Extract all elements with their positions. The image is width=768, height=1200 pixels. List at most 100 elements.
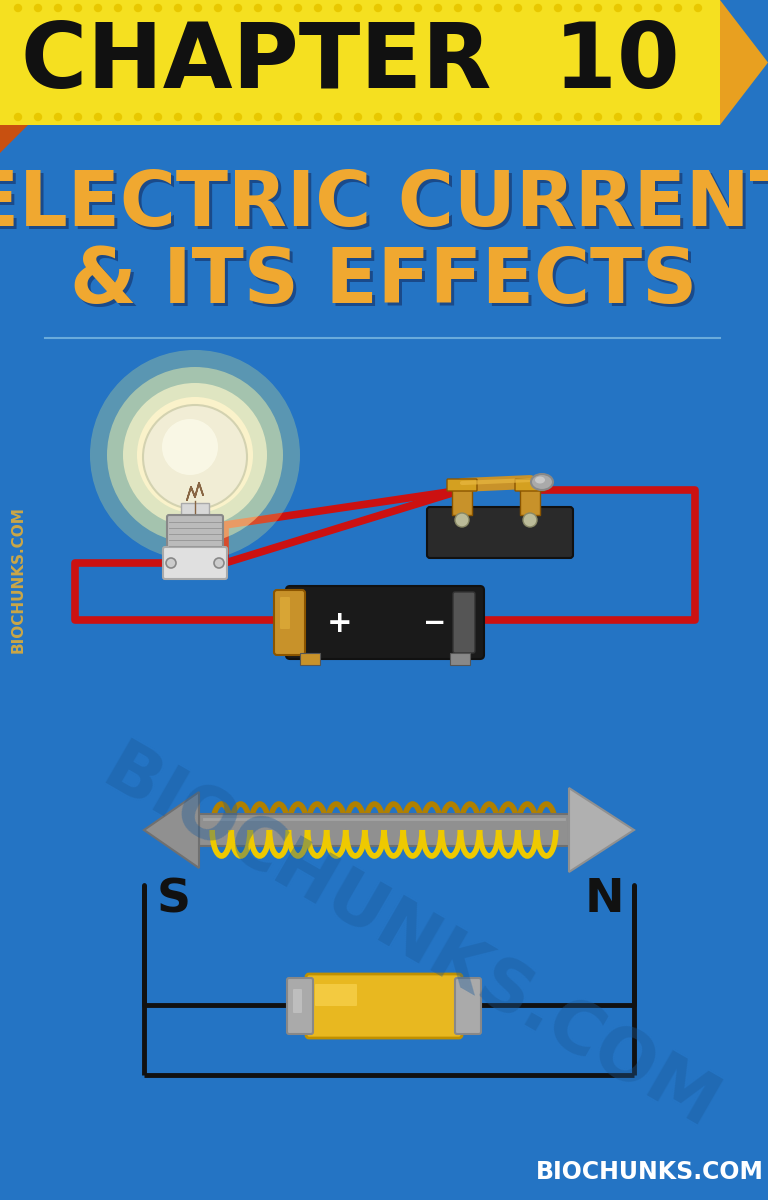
Circle shape <box>94 5 101 12</box>
Circle shape <box>162 419 218 475</box>
Circle shape <box>455 514 469 527</box>
FancyBboxPatch shape <box>167 515 223 554</box>
Circle shape <box>174 5 181 12</box>
Circle shape <box>107 367 283 542</box>
FancyBboxPatch shape <box>306 974 462 1038</box>
Circle shape <box>114 114 121 120</box>
Circle shape <box>194 114 201 120</box>
Circle shape <box>515 5 521 12</box>
FancyBboxPatch shape <box>293 989 302 1013</box>
Circle shape <box>355 5 362 12</box>
Circle shape <box>35 114 41 120</box>
Circle shape <box>694 114 701 120</box>
Circle shape <box>154 5 161 12</box>
Circle shape <box>335 5 342 12</box>
Circle shape <box>15 5 22 12</box>
Circle shape <box>355 114 362 120</box>
Circle shape <box>254 5 261 12</box>
Circle shape <box>214 5 221 12</box>
FancyBboxPatch shape <box>515 479 545 491</box>
Circle shape <box>435 114 442 120</box>
Circle shape <box>395 5 402 12</box>
Text: BIOCHUNKS.COM: BIOCHUNKS.COM <box>536 1160 764 1184</box>
Circle shape <box>674 114 681 120</box>
Polygon shape <box>720 0 768 125</box>
Circle shape <box>574 114 581 120</box>
Circle shape <box>554 114 561 120</box>
FancyBboxPatch shape <box>427 506 573 558</box>
Circle shape <box>535 5 541 12</box>
Circle shape <box>594 114 601 120</box>
Circle shape <box>55 114 61 120</box>
Circle shape <box>495 5 502 12</box>
Circle shape <box>114 5 121 12</box>
FancyBboxPatch shape <box>287 978 313 1034</box>
FancyBboxPatch shape <box>286 586 484 659</box>
FancyBboxPatch shape <box>300 653 320 665</box>
Circle shape <box>315 5 322 12</box>
Text: S: S <box>157 877 191 923</box>
Circle shape <box>254 114 261 120</box>
FancyBboxPatch shape <box>455 978 481 1034</box>
FancyBboxPatch shape <box>181 503 209 518</box>
Circle shape <box>455 114 462 120</box>
Polygon shape <box>569 788 634 872</box>
Circle shape <box>90 350 300 560</box>
Circle shape <box>614 5 621 12</box>
Text: BIOCHUNKS.COM: BIOCHUNKS.COM <box>91 736 730 1145</box>
Circle shape <box>614 114 621 120</box>
Circle shape <box>515 114 521 120</box>
FancyBboxPatch shape <box>447 479 477 491</box>
Circle shape <box>137 397 253 514</box>
FancyBboxPatch shape <box>280 596 290 629</box>
FancyBboxPatch shape <box>315 984 357 1006</box>
FancyBboxPatch shape <box>163 547 227 578</box>
Circle shape <box>134 5 141 12</box>
Circle shape <box>143 404 247 509</box>
Ellipse shape <box>535 476 545 484</box>
Circle shape <box>234 114 241 120</box>
Circle shape <box>274 5 282 12</box>
Circle shape <box>495 114 502 120</box>
Circle shape <box>214 558 224 568</box>
Circle shape <box>174 114 181 120</box>
Text: −: − <box>423 608 447 637</box>
Circle shape <box>194 5 201 12</box>
Circle shape <box>455 5 462 12</box>
Circle shape <box>475 5 482 12</box>
Circle shape <box>694 5 701 12</box>
Circle shape <box>674 5 681 12</box>
Circle shape <box>94 114 101 120</box>
Text: ELECTRIC CURRENT: ELECTRIC CURRENT <box>0 170 768 245</box>
Text: N: N <box>584 877 624 923</box>
Circle shape <box>335 114 342 120</box>
Text: ELECTRIC CURRENT: ELECTRIC CURRENT <box>0 168 768 242</box>
Circle shape <box>74 114 81 120</box>
FancyBboxPatch shape <box>199 814 569 846</box>
Circle shape <box>654 5 661 12</box>
Polygon shape <box>144 792 199 868</box>
Circle shape <box>654 114 661 120</box>
Circle shape <box>634 114 641 120</box>
Circle shape <box>35 5 41 12</box>
Circle shape <box>166 558 176 568</box>
Text: & ITS EFFECTS: & ITS EFFECTS <box>71 245 697 319</box>
Ellipse shape <box>531 474 553 490</box>
Circle shape <box>294 114 302 120</box>
Bar <box>0 0 720 125</box>
Text: +: + <box>327 608 353 637</box>
Text: & ITS EFFECTS: & ITS EFFECTS <box>74 248 700 322</box>
Circle shape <box>123 383 267 527</box>
Circle shape <box>74 5 81 12</box>
FancyBboxPatch shape <box>453 592 475 653</box>
Circle shape <box>375 5 382 12</box>
Circle shape <box>395 114 402 120</box>
Circle shape <box>535 114 541 120</box>
Circle shape <box>274 114 282 120</box>
Circle shape <box>554 5 561 12</box>
Circle shape <box>523 514 537 527</box>
Circle shape <box>415 5 422 12</box>
Circle shape <box>214 114 221 120</box>
FancyBboxPatch shape <box>520 485 540 515</box>
Circle shape <box>315 114 322 120</box>
